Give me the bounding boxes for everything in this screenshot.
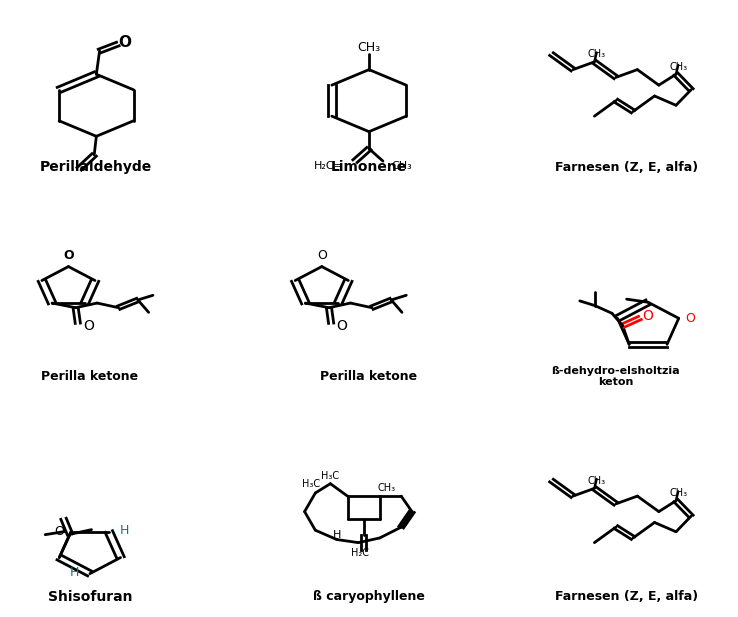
Text: CH₃: CH₃ xyxy=(392,161,413,171)
Text: ß-dehydro-elsholtzia
keton: ß-dehydro-elsholtzia keton xyxy=(551,366,680,387)
Text: O: O xyxy=(642,309,653,323)
Text: CH₃: CH₃ xyxy=(587,476,606,486)
Text: Shisofuran: Shisofuran xyxy=(48,590,132,604)
Text: CH₃: CH₃ xyxy=(669,488,687,498)
Text: Perilla ketone: Perilla ketone xyxy=(41,370,139,383)
Text: CH₃: CH₃ xyxy=(357,41,381,54)
Text: Farnesen (Z, E, alfa): Farnesen (Z, E, alfa) xyxy=(555,590,698,603)
Text: H₃C: H₃C xyxy=(302,479,320,489)
Text: ß caryophyllene: ß caryophyllene xyxy=(313,590,425,603)
Text: Farnesen (Z, E, alfa): Farnesen (Z, E, alfa) xyxy=(555,161,698,174)
Text: H: H xyxy=(333,530,341,540)
Text: O: O xyxy=(83,320,94,333)
Text: Limonene: Limonene xyxy=(331,160,407,175)
Text: Perillaldehyde: Perillaldehyde xyxy=(40,160,153,175)
Text: O: O xyxy=(317,249,327,262)
Text: H: H xyxy=(70,566,79,579)
Text: H₂C: H₂C xyxy=(351,549,370,558)
Text: H₂C=: H₂C= xyxy=(314,161,345,171)
Text: O: O xyxy=(55,525,64,538)
Text: CH₃: CH₃ xyxy=(377,483,396,494)
Text: O: O xyxy=(118,35,131,50)
Text: CH₃: CH₃ xyxy=(669,62,687,72)
Text: O: O xyxy=(63,249,74,262)
Text: Perilla ketone: Perilla ketone xyxy=(320,370,418,383)
Text: O: O xyxy=(337,320,348,333)
Text: H₃C: H₃C xyxy=(321,471,339,481)
Text: H: H xyxy=(120,523,129,537)
Text: CH₃: CH₃ xyxy=(587,49,606,59)
Text: O: O xyxy=(685,312,695,325)
